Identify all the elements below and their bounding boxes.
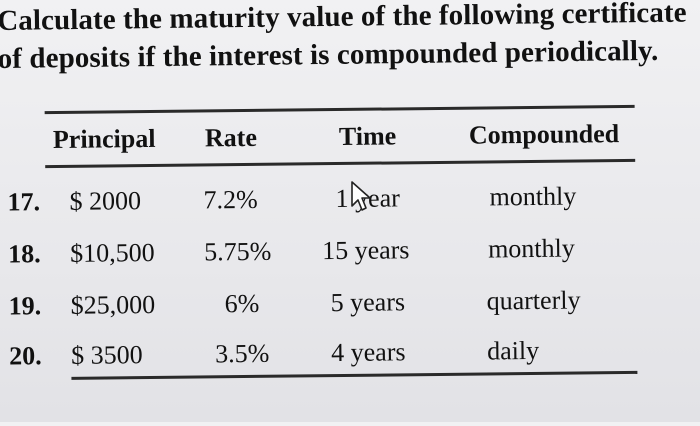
- principal-cell: $ 2000: [69, 186, 142, 216]
- header-rate: Rate: [204, 122, 258, 153]
- compounded-cell: quarterly: [486, 285, 581, 316]
- time-cell: 5 years: [330, 287, 406, 318]
- header-compounded: Compounded: [468, 119, 620, 150]
- row-number: 17.: [7, 187, 41, 217]
- compounded-cell: monthly: [489, 181, 577, 212]
- row-number: 18.: [7, 239, 41, 269]
- rate-cell: 7.2%: [203, 184, 258, 215]
- row-number: 20.: [9, 341, 42, 371]
- principal-cell: $25,000: [70, 289, 156, 320]
- header-principal: Principal: [52, 123, 156, 154]
- rate-cell: 3.5%: [215, 338, 270, 369]
- row-number: 19.: [8, 291, 42, 321]
- time-cell: 4 years: [331, 337, 406, 368]
- table-header-rule: [45, 158, 636, 169]
- rate-cell: 6%: [224, 288, 260, 319]
- mouse-pointer-icon: [351, 181, 371, 211]
- compounded-cell: daily: [487, 335, 540, 366]
- principal-cell: $ 3500: [71, 340, 143, 370]
- compounded-cell: monthly: [487, 233, 575, 264]
- rate-cell: 5.75%: [203, 236, 272, 267]
- table-bottom-rule: [71, 370, 638, 380]
- principal-cell: $10,500: [69, 237, 155, 268]
- time-cell: 15 years: [321, 235, 410, 266]
- table-top-rule: [44, 104, 635, 115]
- header-time: Time: [338, 121, 397, 152]
